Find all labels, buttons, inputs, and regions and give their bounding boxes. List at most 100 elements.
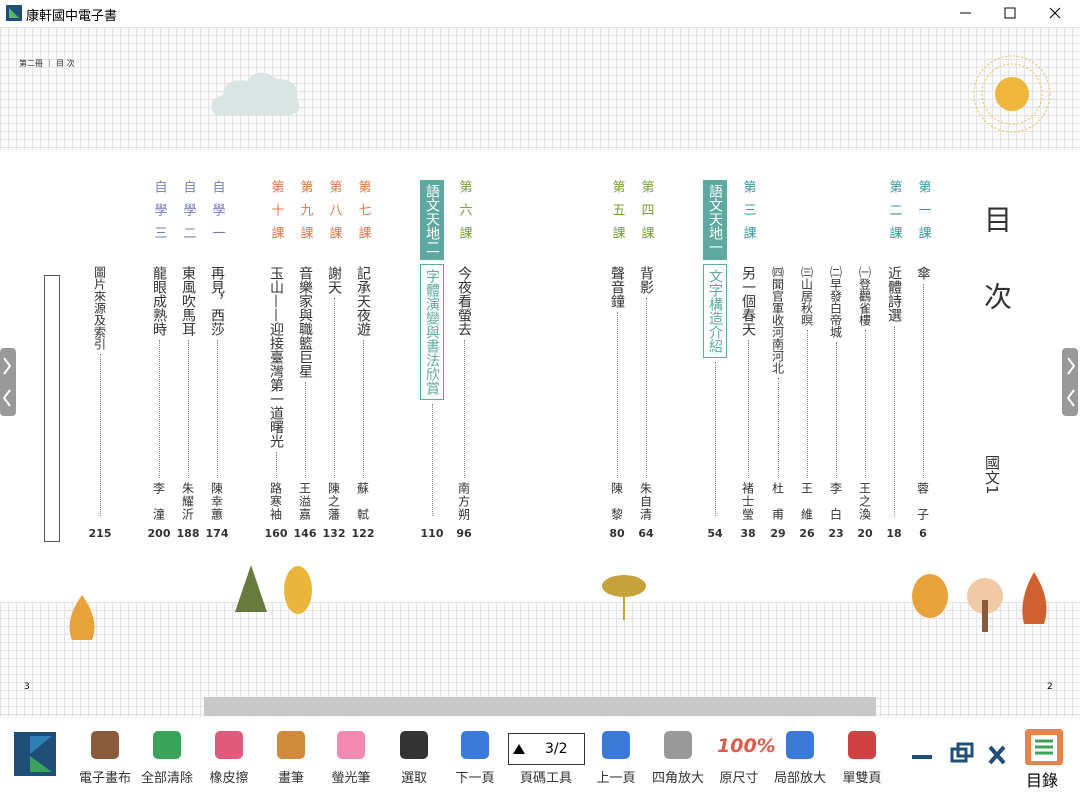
tool-icon[interactable]: [786, 731, 814, 759]
toc-entry[interactable]: 自學一 再見，西莎 陳幸蕙: [204, 180, 230, 520]
toc-entry[interactable]: 第八課 謝天 陳之藩: [321, 180, 347, 520]
toc-entry[interactable]: 自學二東風吹馬耳朱耀沂: [175, 180, 201, 520]
tool-icon[interactable]: [400, 731, 428, 759]
tool-icon[interactable]: [602, 731, 630, 759]
author: 陳之藩: [326, 482, 341, 520]
tool-icon[interactable]: [848, 731, 876, 759]
window-controls[interactable]: [950, 0, 1080, 27]
leader-dots: [645, 298, 647, 478]
sun: [973, 55, 1051, 133]
lesson-label: 第六課: [456, 180, 472, 249]
entry-title: 記承天夜遊: [355, 266, 371, 336]
tool-icon[interactable]: [461, 731, 489, 759]
tool-button[interactable]: 頁碼工具: [519, 771, 573, 786]
page-number: 132: [322, 527, 346, 540]
toc-icon[interactable]: [1023, 725, 1065, 767]
left-arrows[interactable]: [0, 348, 16, 416]
tool-button[interactable]: 四角放大: [651, 771, 705, 786]
tool-icon[interactable]: [215, 731, 243, 759]
toc-entry[interactable]: 第一課傘蓉子: [910, 180, 936, 520]
author: 王維: [799, 482, 814, 520]
page-number: 122: [351, 527, 375, 540]
toc-entry[interactable]: 第七課 記承天夜遊 蘇軾: [350, 180, 376, 520]
entry-title: 東風吹馬耳: [180, 266, 196, 336]
page-number: 29: [770, 527, 786, 540]
tool-button[interactable]: 電子畫布: [78, 771, 132, 786]
right-page-number: 2: [1047, 682, 1053, 692]
tool-button[interactable]: 局部放大: [773, 771, 827, 786]
page-indicator-text: 3/2: [545, 741, 568, 757]
tool-button[interactable]: 選取: [400, 771, 428, 786]
view-controls[interactable]: [910, 739, 1020, 769]
toc-entry[interactable]: 第五課 聲音鐘 陳黎: [604, 180, 630, 520]
leader-dots: [275, 452, 277, 478]
toc-entry[interactable]: 第三課 另一個春天 褚士瑩: [735, 180, 761, 520]
toc-entry[interactable]: ㈡早發白帝城 李白: [823, 180, 849, 520]
entry-title: 近體詩選: [886, 266, 902, 322]
toc-entry[interactable]: 第二課 近體詩選: [881, 180, 907, 520]
toc-entry[interactable]: 自學三 龍眼成熟時 李潼: [146, 180, 172, 520]
tool-button[interactable]: 上一頁: [596, 771, 636, 786]
cloud: [211, 72, 300, 115]
tool-button[interactable]: 畫筆: [277, 771, 305, 786]
leader-dots: [747, 340, 749, 478]
entry-title: 圖片來源及索引: [92, 266, 107, 350]
toc-entry[interactable]: 第十課玉山——迎接臺灣第一道曙光路寒袖: [263, 180, 289, 520]
window-title: 康軒國中電子書: [26, 9, 118, 24]
page-number: 146: [293, 527, 317, 540]
lesson-label: 第二課: [886, 180, 902, 249]
copyright-box: [44, 275, 60, 542]
right-arrows[interactable]: [1062, 348, 1078, 416]
page-number: 54: [707, 527, 723, 540]
scrollbar[interactable]: [204, 697, 876, 716]
tool-icon[interactable]: [337, 731, 365, 759]
page-number: 18: [886, 527, 902, 540]
toc-entry[interactable]: 圖片來源及索引: [87, 180, 113, 520]
tool-button[interactable]: 原尺寸: [719, 771, 759, 786]
leader-dots: [893, 326, 895, 516]
section-title: 文字構造介紹: [703, 264, 727, 358]
toc-entry[interactable]: 語文天地二 字體演變與書法欣賞: [419, 180, 445, 520]
tool-button[interactable]: 全部清除: [140, 771, 194, 786]
tool-icon[interactable]: [664, 731, 692, 759]
tool-icon[interactable]: [153, 731, 181, 759]
toc-entry[interactable]: 第九課 音樂家與職籃巨星 王溢嘉: [292, 180, 318, 520]
toc-entry[interactable]: ㈢山居秋暝 王維: [794, 180, 820, 520]
author: 朱耀沂: [180, 482, 195, 520]
entry-title: ㈡早發白帝城: [828, 266, 843, 338]
toc-entry[interactable]: 語文天地一 文字構造介紹: [702, 180, 728, 520]
tool-icon[interactable]: [277, 731, 305, 759]
leader-dots: [463, 340, 465, 478]
entry-title: 玉山——迎接臺灣第一道曙光: [268, 266, 284, 448]
page-number: 96: [456, 527, 472, 540]
author: 李潼: [151, 482, 166, 520]
leader-dots: [304, 382, 306, 478]
page-indicator[interactable]: 3/2: [508, 733, 585, 765]
lesson-label: 第三課: [740, 180, 756, 249]
page-number: 20: [857, 527, 873, 540]
title-bar: 康軒國中電子書: [0, 0, 1080, 27]
toc-heading: 目 次: [980, 205, 1013, 330]
app-icon: [6, 5, 22, 21]
tool-button[interactable]: 螢光筆: [331, 771, 371, 786]
tool-button[interactable]: 下一頁: [455, 771, 495, 786]
author: 路寒袖: [268, 482, 283, 520]
toc-entry[interactable]: 第六課 今夜看螢去 南方朔: [451, 180, 477, 520]
toc-entry[interactable]: ㈣聞官軍收河南河北 杜甫: [765, 180, 791, 520]
lesson-label: 自學二: [180, 180, 196, 249]
tool-icon[interactable]: [91, 731, 119, 759]
page-number: 23: [828, 527, 844, 540]
leader-dots: [922, 284, 924, 478]
toc-entry[interactable]: 第四課 背影 朱自清: [633, 180, 659, 520]
entry-title: 再見，西莎: [209, 266, 225, 336]
tool-button[interactable]: 單雙頁: [842, 771, 882, 786]
toc-entry[interactable]: ㈠登鸛雀樓 王之渙: [852, 180, 878, 520]
lesson-label: 第十課: [268, 180, 284, 249]
author: 褚士瑩: [740, 482, 755, 520]
tool-icon[interactable]: 100%: [717, 735, 776, 757]
toc-button[interactable]: 目錄: [1026, 771, 1059, 790]
page-number: 26: [799, 527, 815, 540]
tool-button[interactable]: 橡皮擦: [209, 771, 249, 786]
leader-dots: [216, 340, 218, 478]
author: 南方朔: [456, 482, 471, 520]
